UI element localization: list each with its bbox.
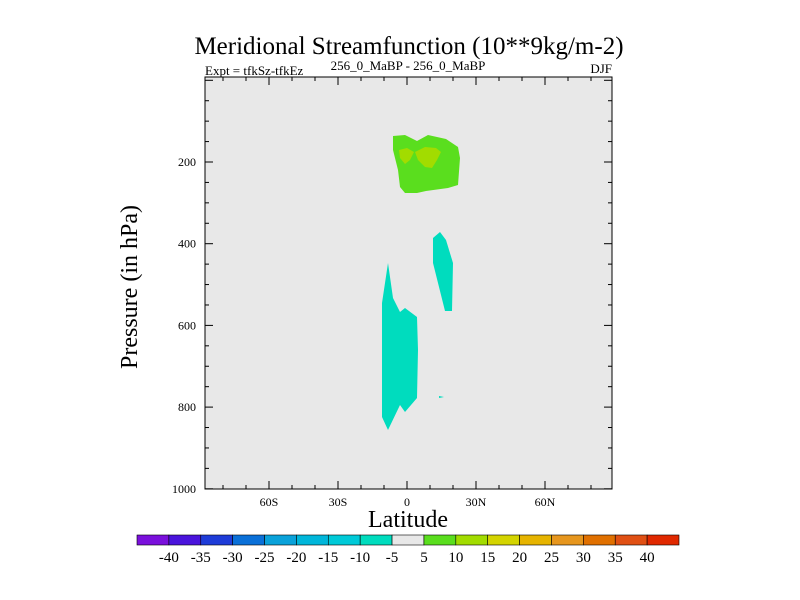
colorbar-label: -20: [286, 550, 306, 566]
colorbar: -40 -35 -30 -25 -20 -15 -10 -5 5 10 15 20 25 30 35 40: [136, 534, 680, 566]
colorbar-label: -30: [223, 550, 243, 566]
colorbar-label: 30: [576, 550, 591, 566]
colorbar-label: 25: [544, 550, 559, 566]
colorbar-swatch: [168, 534, 202, 546]
y-axis-label: Pressure (in hPa): [117, 205, 143, 369]
y-tick-label: 800: [178, 400, 196, 414]
colorbar-label: -25: [255, 550, 275, 566]
colorbar-swatch: [136, 534, 170, 546]
colorbar-label: -10: [350, 550, 370, 566]
colorbar-swatch: [296, 534, 329, 546]
x-tick-label: 30N: [466, 495, 487, 509]
right-subtitle: DJF: [590, 61, 612, 76]
x-tick-label: 60S: [260, 495, 279, 509]
contour-10-15-core-north: [415, 147, 441, 168]
colorbar-label: 20: [512, 550, 527, 566]
x-axis-label: Latitude: [368, 507, 448, 533]
colorbar-swatch: [614, 534, 648, 546]
colorbar-swatch: [327, 534, 361, 546]
chart-title: Meridional Streamfunction (10**9kg/m-2): [194, 33, 623, 60]
colorbar-swatch: [423, 534, 457, 546]
x-tick-label: 30S: [329, 495, 348, 509]
colorbar-label: 10: [448, 550, 463, 566]
colorbar-label: -5: [386, 550, 399, 566]
colorbar-label: 15: [480, 550, 495, 566]
colorbar-swatch: [487, 534, 520, 546]
colorbar-swatch: [232, 534, 265, 546]
contour-fills: [382, 135, 460, 430]
x-tick-label: 0: [404, 495, 410, 509]
left-subtitle: Expt = tfkSz-tfkEz: [205, 63, 304, 78]
colorbar-swatch: [551, 534, 584, 546]
colorbar-swatch: [519, 534, 552, 546]
y-tick-label: 1000: [172, 482, 196, 496]
colorbar-swatch: [264, 534, 297, 546]
colorbar-label: -15: [318, 550, 338, 566]
plot-frame: [204, 76, 613, 490]
colorbar-swatch: [359, 534, 393, 546]
contour-10-15-core-south: [399, 148, 414, 164]
x-tick-label: 60N: [535, 495, 556, 509]
y-tick-label: 600: [178, 318, 196, 332]
colorbar-swatch: [583, 534, 616, 546]
colorbar-label: -35: [191, 550, 211, 566]
contour-neg5-neg10-north: [433, 232, 453, 311]
colorbar-label: -40: [159, 550, 179, 566]
contour-neg5-neg10-south: [382, 263, 418, 430]
colorbar-swatch: [200, 534, 233, 546]
colorbar-label: 5: [420, 550, 428, 566]
colorbar-label: 35: [608, 550, 623, 566]
colorbar-swatch: [391, 534, 425, 546]
colorbar-swatch: [646, 534, 680, 546]
colorbar-swatch: [455, 534, 489, 546]
center-subtitle: 256_0_MaBP - 256_0_MaBP: [331, 58, 486, 73]
contour-neg5-neg10-speck: [439, 396, 444, 398]
y-tick-label: 400: [178, 237, 196, 251]
axis-ticks: 60S 30S 0 30N 60N 200 400 600 800 1000: [172, 77, 612, 509]
colorbar-label: 40: [640, 550, 655, 566]
y-tick-label: 200: [178, 155, 196, 169]
